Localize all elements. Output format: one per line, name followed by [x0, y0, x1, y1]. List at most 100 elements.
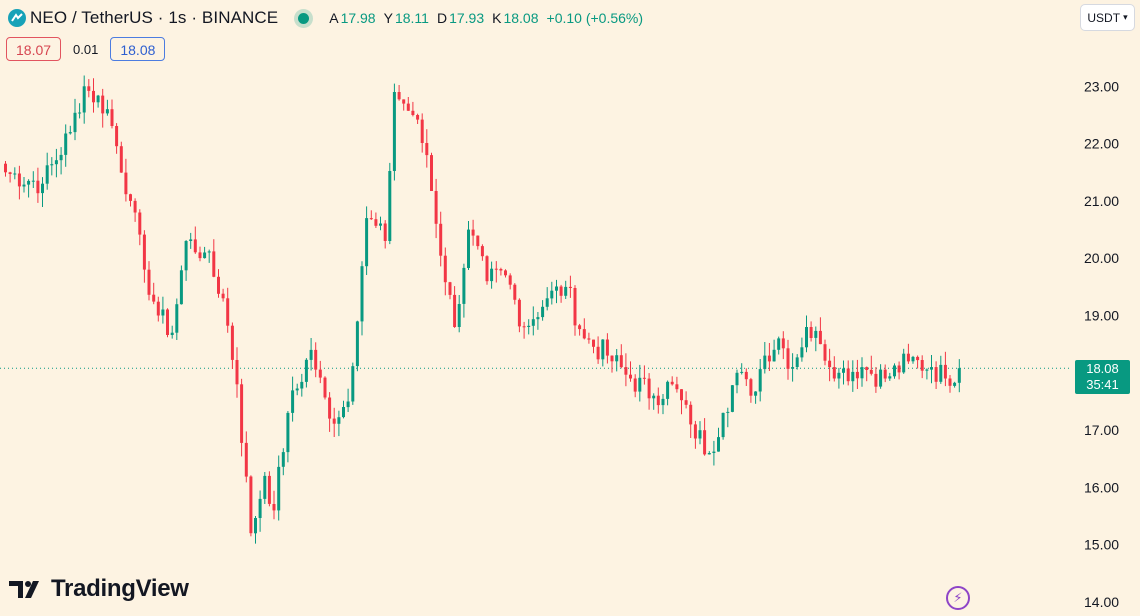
y-axis-tick-label: 15.00 [1084, 537, 1119, 553]
candle-body [110, 109, 114, 126]
candle-body [925, 369, 929, 371]
candle-body [4, 163, 7, 173]
candle-body [230, 325, 234, 360]
market-open-dot-icon [298, 12, 310, 24]
currency-dropdown[interactable]: USDT ▾ [1080, 4, 1135, 31]
candle-body [189, 239, 193, 241]
candle-body [883, 369, 887, 379]
candle-body [342, 407, 345, 418]
lightning-icon[interactable]: ⚡ [946, 586, 970, 610]
candle-body [957, 368, 961, 383]
candle-body [471, 229, 475, 236]
candle-body [527, 325, 531, 327]
candle-body [767, 355, 771, 362]
candle-body [374, 219, 378, 226]
candle-body [531, 319, 535, 326]
candle-body [198, 252, 202, 259]
candle-body [8, 172, 12, 174]
candle-body [869, 369, 873, 374]
ohlc-key-low: D [436, 10, 448, 26]
candle-body [369, 218, 373, 220]
candle-body [142, 234, 146, 270]
y-axis-tick-label: 20.00 [1084, 250, 1119, 266]
y-axis-tick-label: 21.00 [1084, 193, 1119, 209]
ohlc-value-open: 17.98 [340, 10, 376, 26]
y-axis-tick-label: 22.00 [1084, 136, 1119, 152]
candle-body [670, 381, 674, 385]
candle-body [490, 268, 494, 282]
candle-body [749, 379, 753, 396]
candle-body [823, 344, 827, 361]
candle-body [147, 269, 151, 295]
candle-body [383, 223, 387, 241]
candle-body [953, 382, 957, 386]
candle-body [207, 251, 211, 253]
candle-body [855, 371, 859, 379]
candle-body [258, 498, 262, 518]
currency-label: USDT [1087, 10, 1121, 25]
candle-body [138, 212, 142, 235]
candle-body [263, 475, 267, 499]
candle-body [402, 99, 406, 104]
candle-body [92, 90, 95, 103]
candle-body [837, 372, 841, 379]
candle-body [629, 374, 632, 379]
candle-body [508, 275, 512, 285]
candle-body [175, 304, 179, 333]
candle-body [462, 267, 466, 304]
candle-body [587, 338, 591, 340]
candle-body [633, 378, 637, 392]
candle-body [156, 301, 160, 316]
candle-body [809, 327, 813, 338]
candle-body [758, 369, 762, 392]
price-axis: 23.0022.0021.0020.0019.0018.0017.0016.00… [1084, 78, 1119, 610]
candle-body [119, 146, 123, 173]
candle-body [430, 155, 433, 191]
candle-body [860, 367, 864, 379]
candle-body [22, 184, 26, 187]
candle-body [536, 317, 540, 320]
candle-body [17, 173, 21, 187]
sell-button[interactable]: 18.07 [6, 37, 62, 61]
candle-body [314, 349, 318, 370]
candle-body [874, 373, 878, 387]
candle-body [948, 378, 952, 386]
candle-body [916, 356, 920, 361]
candle-body [592, 339, 595, 347]
candle-body [203, 252, 207, 259]
candle-body [221, 293, 225, 299]
candle-body [689, 404, 693, 425]
brand-name: TradingView [51, 575, 189, 602]
candle-body [615, 355, 619, 362]
candle-body [545, 298, 549, 307]
candle-body [166, 309, 169, 335]
buy-button[interactable]: 18.08 [110, 37, 166, 61]
candle-body [920, 360, 924, 371]
y-axis-tick-label: 14.00 [1084, 594, 1119, 610]
candle-body [902, 353, 906, 373]
candle-body [346, 401, 350, 408]
candle-body [355, 321, 359, 367]
symbol-title[interactable]: NEO / TetherUS · 1s · BINANCE [30, 8, 279, 27]
candle-body [300, 381, 304, 389]
ohlc-values: A 17.98 Y 18.11 D 17.93 K 18.08 +0.10 (+… [329, 10, 643, 26]
candle-body [480, 246, 484, 257]
bar-countdown: 35:41 [1086, 377, 1119, 392]
candle-body [893, 365, 896, 377]
candle-body [693, 424, 697, 439]
candle-body [161, 309, 165, 316]
candle-body [786, 348, 790, 369]
candle-body [763, 355, 767, 370]
candle-body [124, 172, 128, 195]
candle-body [453, 294, 457, 327]
candle-body [578, 325, 582, 330]
candle-body [439, 223, 443, 256]
candle-body [795, 357, 799, 367]
tradingview-brand[interactable]: TradingView [9, 575, 189, 603]
candle-body [351, 366, 355, 402]
candle-body [379, 223, 382, 226]
chevron-down-icon: ▾ [1123, 12, 1128, 22]
candle-body [818, 330, 822, 345]
candle-body [573, 288, 577, 326]
